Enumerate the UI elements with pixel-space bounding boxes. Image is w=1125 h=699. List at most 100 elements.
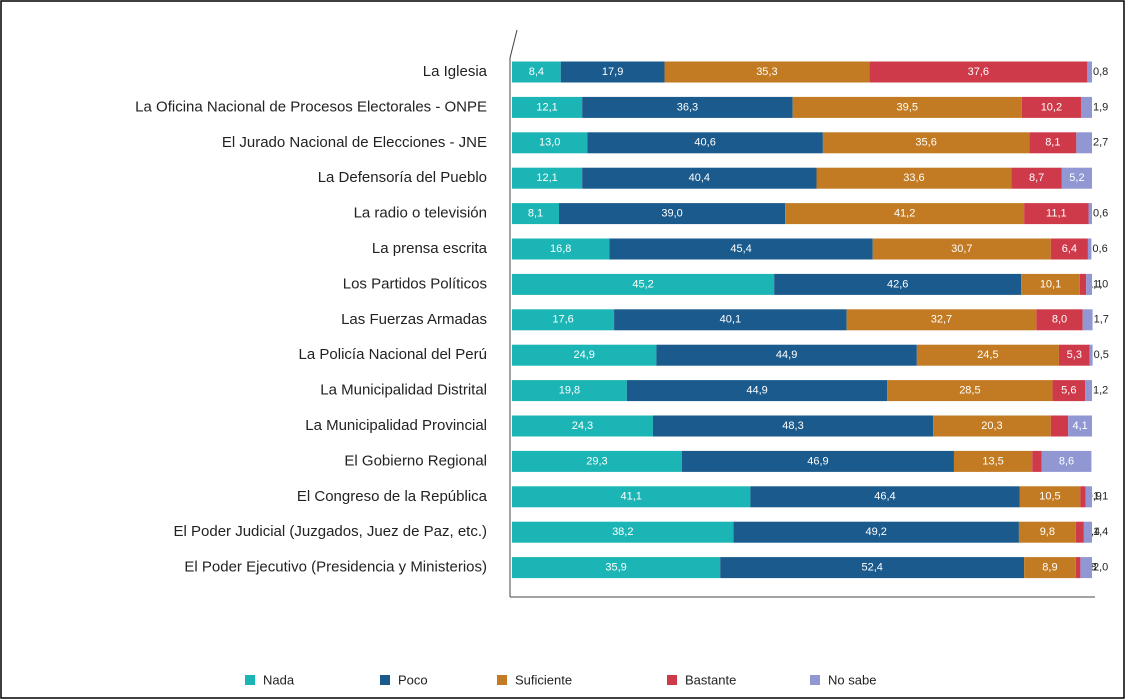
bar-segment (512, 203, 559, 225)
bar-segment (512, 96, 583, 118)
data-label: 49,2 (866, 526, 887, 538)
bar-segment (792, 96, 1022, 118)
data-label: 2,7 (1093, 137, 1108, 149)
category-label: El Poder Judicial (Juzgados, Juez de Paz… (174, 523, 488, 540)
data-label: 52,4 (861, 562, 882, 574)
bar-segment (1086, 273, 1092, 295)
legend-swatch (245, 675, 255, 685)
data-label: 8,4 (529, 66, 544, 78)
data-label: 45,2 (632, 278, 653, 290)
bar-segment (816, 167, 1012, 189)
bar-segment (846, 309, 1037, 331)
bar-segment (560, 61, 665, 83)
bar-segment (1089, 344, 1093, 366)
bar-segment (1029, 132, 1077, 154)
data-label: 40,4 (689, 172, 710, 184)
data-label: 1,4 (1093, 526, 1108, 538)
legend-label: Bastante (685, 672, 736, 687)
data-label: 44,9 (776, 349, 797, 361)
bar-segment (1024, 557, 1076, 579)
bar-segment (652, 415, 934, 437)
bar-segment (1061, 167, 1092, 189)
category-label: La Municipalidad Distrital (320, 382, 487, 399)
bar-segment (1052, 380, 1086, 402)
bar-segment (1085, 380, 1092, 402)
category-label: El Gobierno Regional (344, 452, 487, 469)
data-label: 42,6 (887, 278, 908, 290)
bar-segment (512, 61, 561, 83)
data-label: 38,2 (612, 526, 633, 538)
bar-segment (1032, 450, 1042, 472)
bar-segment (1083, 521, 1092, 543)
data-label: 45,4 (730, 243, 751, 255)
data-label: 40,1 (720, 314, 741, 326)
bar-segment (774, 273, 1022, 295)
bar-segment (512, 521, 734, 543)
data-label: 10,2 (1041, 101, 1062, 113)
legend-swatch (497, 675, 507, 685)
bar-segment (512, 309, 615, 331)
axis-depth (509, 29, 518, 59)
legend-label: Nada (263, 672, 295, 687)
data-label: 30,7 (951, 243, 972, 255)
data-label: 17,9 (602, 66, 623, 78)
bar-segment (933, 415, 1051, 437)
data-label: 10,5 (1039, 491, 1060, 503)
bar-segment (1011, 167, 1062, 189)
data-label: 8,7 (1029, 172, 1044, 184)
legend-swatch (810, 675, 820, 685)
bar-segment (512, 415, 653, 437)
data-label: 1,7 (1094, 314, 1109, 326)
data-label: 33,6 (903, 172, 924, 184)
category-label: El Jurado Nacional de Elecciones - JNE (222, 134, 487, 151)
bar-segment (1076, 132, 1092, 154)
data-label: 41,1 (620, 491, 641, 503)
bar-segment (512, 557, 721, 579)
bar-segment (1018, 521, 1076, 543)
bar-segment (785, 203, 1025, 225)
legend-label: Suficiente (515, 672, 572, 687)
data-label: 35,3 (756, 66, 777, 78)
data-label: 0,8 (1093, 66, 1108, 78)
legend-swatch (380, 675, 390, 685)
data-label: 8,6 (1059, 455, 1074, 467)
bar-segment (720, 557, 1025, 579)
bar-segment (1075, 521, 1084, 543)
bar-segment (582, 96, 793, 118)
bar-segment (869, 61, 1088, 83)
data-label: 20,3 (981, 420, 1002, 432)
bar-segment (614, 309, 847, 331)
bar-segment (750, 486, 1020, 508)
bar-segment (656, 344, 917, 366)
data-label: 5,2 (1069, 172, 1084, 184)
category-label: La Oficina Nacional de Procesos Electora… (135, 98, 487, 115)
data-label: 0,5 (1094, 349, 1109, 361)
data-label: 8,1 (1045, 137, 1060, 149)
bar-segment (558, 203, 786, 225)
data-label: 24,9 (573, 349, 594, 361)
data-label: 29,3 (586, 455, 607, 467)
data-label: 6,4 (1062, 243, 1077, 255)
data-label: 13,5 (982, 455, 1003, 467)
data-label: 10,1 (1040, 278, 1061, 290)
bar-segment (733, 521, 1019, 543)
bar-segment (1082, 309, 1093, 331)
category-label: La Policía Nacional del Perú (299, 346, 487, 363)
data-label: 46,4 (874, 491, 895, 503)
data-label: 46,9 (807, 455, 828, 467)
bar-segment (1050, 238, 1088, 260)
data-label: 19,8 (559, 385, 580, 397)
data-label: 0,6 (1093, 208, 1108, 220)
bar-segment (1024, 203, 1089, 225)
bar-segment (1021, 273, 1080, 295)
data-label: 37,6 (968, 66, 989, 78)
data-label: 9,8 (1040, 526, 1055, 538)
category-label: La Defensoría del Pueblo (318, 169, 487, 186)
bar-segment (512, 132, 588, 154)
legend-swatch (667, 675, 677, 685)
category-label: La Iglesia (423, 63, 488, 80)
data-label: 2,0 (1093, 562, 1108, 574)
bar-segment (1080, 96, 1092, 118)
bar-segment (1019, 486, 1081, 508)
